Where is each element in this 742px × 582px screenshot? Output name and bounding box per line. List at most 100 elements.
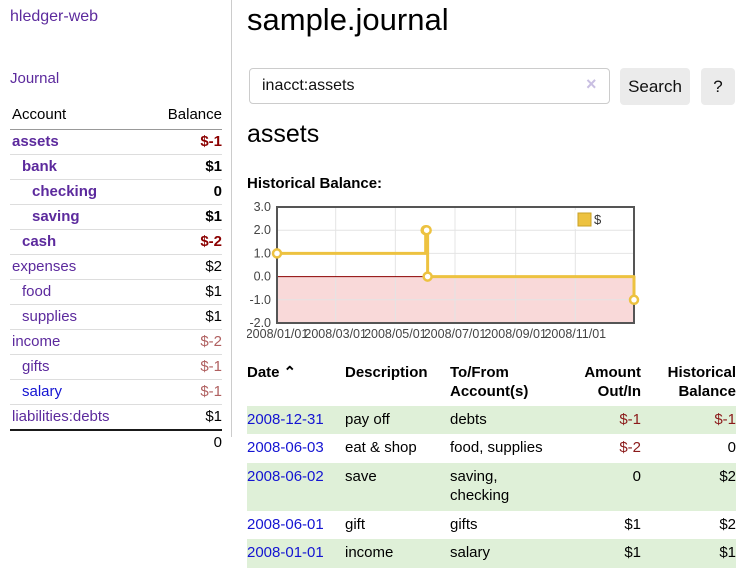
account-link-gifts[interactable]: gifts (22, 358, 50, 375)
account-name-cell: salary (10, 379, 146, 405)
txn-accounts: saving, checking (450, 468, 510, 504)
txn-col-date[interactable]: Date ⌃ (247, 364, 297, 381)
txn-col-amount[interactable]: Amount Out/In (584, 364, 641, 400)
account-balance: $-2 (145, 229, 222, 255)
txn-date-cell: 2008-01-01 (247, 539, 345, 568)
transaction-row: 2008-06-02 save saving, checking 0 $2 (247, 463, 736, 511)
txn-col-historical[interactable]: Historical Balance (667, 364, 736, 400)
account-name-cell: saving (10, 204, 146, 230)
transaction-row: 2008-06-01 gift gifts $1 $2 (247, 511, 736, 540)
account-balance: $1 (145, 154, 222, 180)
transaction-date-link[interactable]: 2008-06-02 (247, 468, 324, 485)
account-balance: $1 (145, 404, 222, 430)
account-balance: $-1 (145, 379, 222, 405)
txn-amount: $-1 (619, 410, 641, 428)
account-balance: $1 (145, 204, 222, 230)
account-row: assets $-1 (10, 130, 222, 155)
account-heading: assets (247, 120, 320, 148)
txn-description: gift (345, 515, 366, 533)
search-button[interactable]: Search (620, 68, 690, 105)
account-link-assets[interactable]: assets (12, 133, 59, 150)
brand-link[interactable]: hledger-web (10, 8, 99, 25)
txn-description: pay off (345, 410, 390, 428)
accounts-total: 0 (145, 429, 222, 455)
svg-text:1.0: 1.0 (254, 246, 271, 260)
account-row: income $-2 (10, 329, 222, 355)
account-row: salary $-1 (10, 379, 222, 405)
txn-description: income (345, 544, 394, 562)
svg-text:0.0: 0.0 (254, 270, 271, 284)
txn-accounts: food, supplies (450, 439, 543, 457)
account-row: cash $-2 (10, 229, 222, 255)
accounts-col-account: Account (10, 102, 146, 130)
page-title: sample.journal (247, 2, 449, 37)
search-input[interactable] (249, 68, 610, 104)
historical-balance-chart: $3.0 2.0 1.0 0.0 -1.0 -2.0 2008/01/01 2008/03/0… (246, 200, 647, 342)
transaction-row: 2008-12-31 pay off debts $-1 $-1 (247, 405, 736, 435)
account-name-cell: cash (10, 229, 146, 255)
account-balance: $1 (145, 304, 222, 330)
account-balance: $-1 (200, 133, 222, 150)
clear-search-icon[interactable]: × (586, 74, 597, 94)
account-balance: $-2 (145, 329, 222, 355)
account-row: checking 0 (10, 179, 222, 205)
account-name-cell: bank (10, 154, 146, 180)
txn-accounts: salary (450, 544, 491, 562)
account-name-cell: supplies (10, 304, 146, 330)
svg-text:2008/01/01: 2008/01/01 (247, 327, 308, 341)
transactions-table: Date ⌃ Description To/From Account(s) Amount O… (247, 362, 736, 568)
transaction-row: 2008-01-01 income salary $1 $1 (247, 539, 736, 568)
transaction-row: 2008-06-03 eat & shop food, supplies $-2 0 (247, 434, 736, 463)
transaction-date-link[interactable]: 2008-06-03 (247, 439, 324, 457)
txn-col-description[interactable]: Description (345, 364, 428, 381)
account-link-cash[interactable]: cash (22, 233, 57, 250)
account-name-cell: income (10, 329, 146, 355)
txn-balance: $-1 (714, 410, 736, 428)
account-link-salary[interactable]: salary (22, 383, 63, 400)
spacer-cell (10, 429, 146, 455)
account-link-income[interactable]: income (12, 333, 61, 350)
accounts-col-balance: Balance (145, 102, 222, 130)
account-name-cell: expenses (10, 254, 146, 280)
txn-balance: 0 (727, 439, 736, 457)
account-name-cell: gifts (10, 354, 146, 380)
account-balance: $-1 (145, 354, 222, 380)
account-balance: 0 (145, 179, 222, 205)
account-row: saving $1 (10, 204, 222, 230)
account-row: bank $1 (10, 154, 222, 180)
account-link-saving[interactable]: saving (32, 208, 80, 225)
account-link-supplies[interactable]: supplies (22, 308, 78, 325)
chart-title: Historical Balance: (247, 175, 383, 192)
txn-description: eat & shop (345, 439, 417, 457)
account-link-checking[interactable]: checking (32, 183, 98, 200)
account-link-expenses[interactable]: expenses (12, 258, 77, 275)
txn-date-cell: 2008-12-31 (247, 406, 345, 435)
svg-text:2008/11/01: 2008/11/01 (544, 327, 606, 341)
sidebar: hledger-web Journal Account Balance asse… (0, 0, 232, 455)
svg-text:-2.0: -2.0 (249, 316, 271, 330)
transaction-date-link[interactable]: 2008-01-01 (247, 544, 324, 562)
txn-balance: $1 (719, 544, 736, 562)
svg-text:-1.0: -1.0 (249, 293, 271, 307)
accounts-table: Account Balance assets $-1 bank $1 checking 0… (10, 102, 222, 455)
account-link-bank[interactable]: bank (22, 158, 58, 175)
txn-amount: $1 (624, 544, 641, 562)
transaction-date-link[interactable]: 2008-06-01 (247, 515, 324, 533)
account-link-liabilities-debts[interactable]: liabilities:debts (12, 408, 110, 425)
txn-date-cell: 2008-06-03 (247, 434, 345, 463)
svg-text:2008/07/01: 2008/07/01 (424, 327, 487, 341)
svg-text:$: $ (594, 212, 602, 227)
account-name-cell: food (10, 279, 146, 305)
account-row: supplies $1 (10, 304, 222, 330)
sort-asc-icon: ⌃ (283, 364, 297, 381)
txn-description: save (345, 468, 377, 485)
help-button[interactable]: ? (701, 68, 735, 105)
sidebar-item-journal[interactable]: Journal (10, 70, 60, 87)
account-name-cell: checking (10, 179, 146, 205)
txn-col-to-from[interactable]: To/From Account(s) (450, 364, 529, 400)
account-row: expenses $2 (10, 254, 222, 280)
transaction-date-link[interactable]: 2008-12-31 (247, 410, 324, 428)
txn-accounts: gifts (450, 515, 478, 533)
account-link-food[interactable]: food (22, 283, 52, 300)
